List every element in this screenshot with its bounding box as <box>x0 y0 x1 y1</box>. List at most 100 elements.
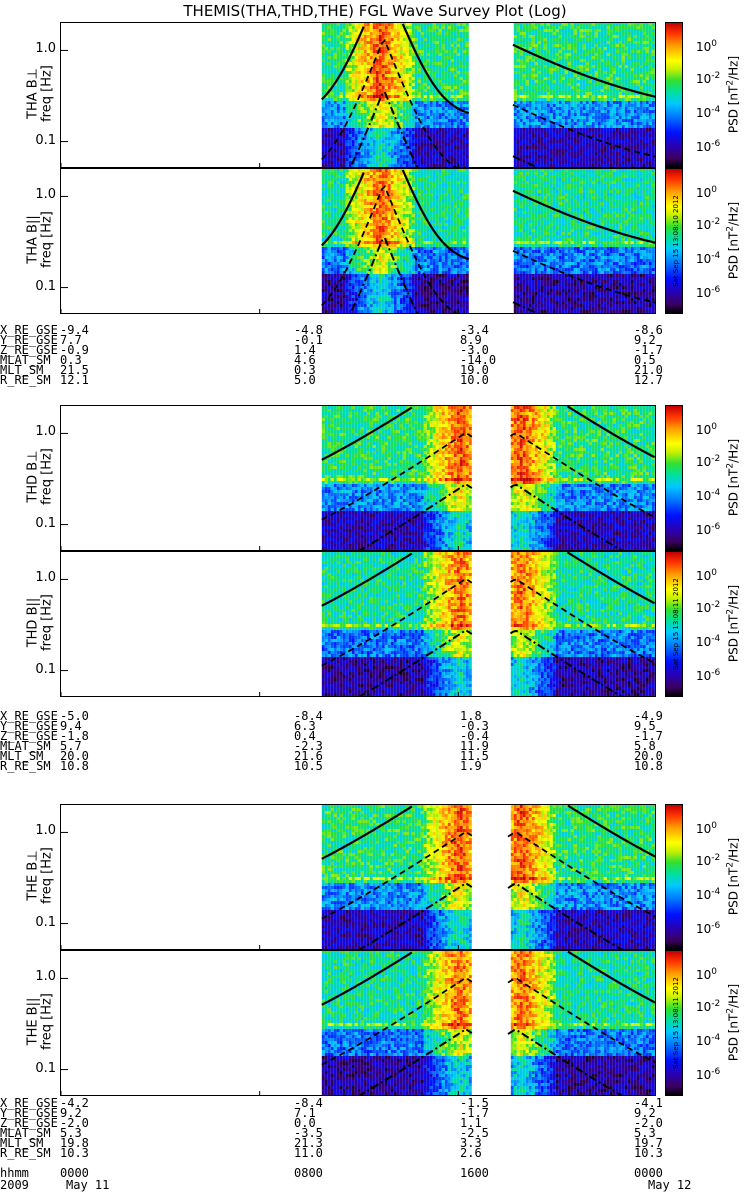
heatmap-cell <box>582 128 586 131</box>
heatmap-cell <box>324 149 328 152</box>
heatmap-cell <box>555 89 559 92</box>
heatmap-cell <box>603 125 607 128</box>
heatmap-cell <box>630 119 634 122</box>
heatmap-cell <box>642 59 646 62</box>
heatmap-cell <box>411 161 415 164</box>
heatmap-cell <box>576 149 580 152</box>
heatmap-cell <box>369 143 373 146</box>
heatmap-cell <box>378 131 382 134</box>
heatmap-cell <box>624 89 628 92</box>
heatmap-cell <box>630 152 634 155</box>
heatmap-cell <box>612 134 616 137</box>
heatmap-cell <box>405 80 409 83</box>
heatmap-cell <box>567 119 571 122</box>
heatmap-cell <box>585 44 589 47</box>
heatmap-cell <box>423 134 427 137</box>
heatmap-cell <box>423 59 427 62</box>
heatmap-cell <box>408 23 412 26</box>
heatmap-cell <box>363 80 367 83</box>
heatmap-cell <box>369 125 373 128</box>
heatmap-cell <box>633 41 637 44</box>
heatmap-cell <box>582 155 586 158</box>
heatmap-cell <box>597 74 601 77</box>
heatmap-cell <box>606 110 610 113</box>
heatmap-cell <box>411 80 415 83</box>
heatmap-cell <box>435 68 439 71</box>
heatmap-cell <box>441 62 445 65</box>
heatmap-cell <box>342 110 346 113</box>
heatmap-cell <box>648 122 652 125</box>
heatmap-cell <box>384 140 388 143</box>
heatmap-cell <box>429 125 433 128</box>
heatmap-cell <box>543 164 547 167</box>
heatmap-cell <box>558 143 562 146</box>
heatmap-cell <box>438 47 442 50</box>
heatmap-cell <box>627 101 631 104</box>
heatmap-cell <box>558 50 562 53</box>
heatmap-cell <box>321 187 325 190</box>
heatmap-cell <box>627 134 631 137</box>
heatmap-cell <box>390 59 394 62</box>
heatmap-cell <box>429 113 433 116</box>
heatmap-cell <box>327 50 331 53</box>
heatmap-cell <box>513 86 517 89</box>
heatmap-cell <box>369 122 373 125</box>
heatmap-cell <box>528 68 532 71</box>
heatmap-cell <box>570 155 574 158</box>
heatmap-cell <box>648 71 652 74</box>
heatmap-cell <box>324 247 328 250</box>
heatmap-cell <box>633 68 637 71</box>
heatmap-cell <box>354 23 358 26</box>
heatmap-cell <box>336 32 340 35</box>
heatmap-cell <box>444 113 448 116</box>
heatmap-cell <box>552 53 556 56</box>
heatmap-cell <box>327 68 331 71</box>
heatmap-cell <box>330 307 334 310</box>
heatmap-cell <box>519 110 523 113</box>
heatmap-cell <box>453 68 457 71</box>
heatmap-cell <box>324 122 328 125</box>
heatmap-cell <box>339 29 343 32</box>
heatmap-cell <box>342 122 346 125</box>
heatmap-cell <box>597 35 601 38</box>
heatmap-cell <box>324 298 328 301</box>
heatmap-cell <box>597 137 601 140</box>
heatmap-cell <box>576 155 580 158</box>
heatmap-cell <box>642 71 646 74</box>
heatmap-cell <box>564 68 568 71</box>
heatmap-cell <box>609 143 613 146</box>
heatmap-cell <box>360 116 364 119</box>
heatmap-cell <box>402 131 406 134</box>
heatmap-cell <box>414 152 418 155</box>
heatmap-cell <box>609 29 613 32</box>
heatmap-cell <box>594 44 598 47</box>
heatmap-cell <box>351 119 355 122</box>
heatmap-cell <box>429 128 433 131</box>
heatmap-cell <box>612 38 616 41</box>
heatmap-cell <box>402 77 406 80</box>
heatmap-cell <box>642 35 646 38</box>
heatmap-cell <box>408 65 412 68</box>
heatmap-cell <box>357 125 361 128</box>
heatmap-cell <box>348 86 352 89</box>
heatmap-cell <box>513 158 517 161</box>
heatmap-cell <box>612 116 616 119</box>
heatmap-cell <box>327 77 331 80</box>
heatmap-cell <box>459 161 463 164</box>
heatmap-cell <box>465 35 469 38</box>
heatmap-cell <box>372 95 376 98</box>
heatmap-cell <box>366 86 370 89</box>
heatmap-cell <box>405 89 409 92</box>
heatmap-cell <box>345 131 349 134</box>
heatmap-cell <box>375 143 379 146</box>
heatmap-cell <box>324 271 328 274</box>
heatmap-cell <box>519 161 523 164</box>
heatmap-cell <box>420 68 424 71</box>
heatmap-cell <box>381 65 385 68</box>
heatmap-cell <box>369 131 373 134</box>
heatmap-cell <box>342 80 346 83</box>
heatmap-cell <box>327 181 331 184</box>
heatmap-cell <box>390 95 394 98</box>
heatmap-cell <box>390 38 394 41</box>
heatmap-cell <box>351 164 355 167</box>
